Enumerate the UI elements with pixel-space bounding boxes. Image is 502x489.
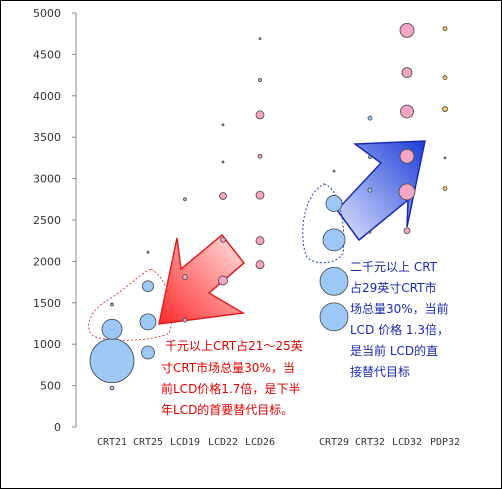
bubble-lcd26	[255, 236, 265, 246]
bubble-pdp32	[443, 156, 447, 160]
x-tick-group: CRT21 CRT25 LCD19 LCD22 LCD26 CRT29 CRT32 LCD32…	[97, 437, 460, 448]
bubble-lcd19	[182, 274, 188, 281]
bubble-lcd32	[399, 22, 415, 38]
bubble-crt29	[319, 302, 349, 332]
blue-annotation-line-5: 是当前 LCD的直	[350, 343, 438, 358]
bubble-crt25	[141, 345, 155, 360]
blue-annotation-line-4: LCD 价格 1.3倍，	[350, 322, 449, 337]
y-tick-label: 1000	[33, 338, 61, 351]
x-tick-label: CRT29	[319, 437, 349, 448]
bubble-crt32	[368, 155, 372, 159]
bubble-pdp32	[442, 26, 448, 32]
red-highlight-region	[88, 268, 173, 341]
red-annotation-line-2: 寸CRT市场总量30%，当	[161, 360, 295, 375]
blue-annotation-line-3: 场总量30%，当前	[350, 301, 449, 316]
bubble-lcd22	[218, 275, 228, 286]
y-tick-label: 1500	[33, 297, 61, 310]
blue-annotation-line-1: 二千元以上 CRT	[350, 260, 438, 274]
bubble-lcd26	[258, 78, 262, 82]
bubble-crt25	[146, 250, 150, 254]
blue-highlight-region	[302, 183, 345, 264]
x-tick-label: LCD32	[392, 437, 422, 448]
bubble-lcd32	[401, 67, 413, 79]
bubble-lcd19	[182, 317, 188, 323]
y-tick-label: 2000	[33, 255, 61, 268]
bubble-crt29	[332, 169, 336, 173]
x-tick-label: LCD19	[170, 437, 200, 448]
bubble-pdp32	[442, 186, 448, 191]
y-tick-label: 0	[54, 421, 61, 434]
y-tick-label: 3000	[33, 173, 61, 186]
bubble-lcd19	[183, 197, 187, 202]
bubble-group	[89, 22, 448, 391]
bubble-pdp32	[442, 106, 448, 112]
bubble-lcd32	[398, 183, 416, 201]
bubble-pdp32	[442, 75, 448, 80]
bubble-crt21	[89, 338, 135, 384]
x-tick-label: CRT21	[97, 437, 127, 448]
bubble-lcd22	[221, 160, 225, 164]
bubble-crt21	[101, 318, 123, 340]
y-tick-label: 5000	[33, 7, 61, 20]
bubble-crt32	[368, 231, 372, 234]
red-arrow	[158, 233, 246, 325]
blue-annotation-line-2: 占29英寸CRT市	[350, 280, 436, 295]
bubble-lcd22	[219, 192, 227, 200]
bubble-crt29	[325, 195, 343, 212]
y-tick-label: 2500	[33, 214, 61, 227]
bubble-lcd26	[257, 153, 263, 159]
blue-arrow	[336, 140, 426, 242]
x-tick-label: PDP32	[430, 437, 460, 448]
y-tick-label: 4500	[33, 48, 61, 61]
bubble-crt32	[367, 187, 373, 193]
bubble-lcd22	[221, 123, 225, 127]
bubble-lcd32	[399, 148, 415, 164]
y-tick-label: 500	[40, 380, 61, 393]
bubble-crt29	[322, 228, 346, 252]
y-tick-group: 0 500 1000 1500 2000 2500 3000 3500 4000 4500 5000	[33, 7, 76, 434]
bubble-crt29	[319, 266, 349, 296]
bubble-lcd26	[255, 110, 265, 120]
x-tick-label: LCD26	[245, 437, 275, 448]
bubble-lcd32	[400, 104, 414, 119]
x-tick-label: CRT32	[355, 437, 385, 448]
bubble-crt25	[139, 313, 157, 331]
bubble-lcd26	[255, 190, 265, 200]
bubble-lcd32	[403, 227, 411, 235]
x-tick-label: CRT25	[133, 437, 163, 448]
bubble-lcd26	[258, 37, 262, 41]
y-tick-label: 4000	[33, 90, 61, 103]
bubble-lcd26	[255, 260, 265, 270]
red-annotation-line-4: 年LCD的首要替代目标。	[161, 402, 293, 417]
red-annotation-line-1: 千元以上CRT占21～25英	[165, 338, 303, 353]
bubble-crt32	[367, 115, 373, 121]
bubble-crt21	[110, 302, 114, 307]
red-annotation: 千元以上CRT占21～25英 寸CRT市场总量30%，当 前LCD价格1.7倍，…	[161, 338, 307, 417]
blue-annotation-line-6: 接替代目标	[350, 364, 410, 379]
red-annotation-line-3: 前LCD价格1.7倍，是下半	[161, 381, 300, 396]
bubble-crt21	[109, 385, 115, 391]
x-tick-label: LCD22	[208, 437, 238, 448]
bubble-lcd22	[220, 236, 226, 243]
y-tick-label: 3500	[33, 131, 61, 144]
bubble-crt25	[142, 280, 154, 293]
blue-annotation: 二千元以上 CRT 占29英寸CRT市 场总量30%，当前 LCD 价格 1.3…	[350, 260, 453, 379]
